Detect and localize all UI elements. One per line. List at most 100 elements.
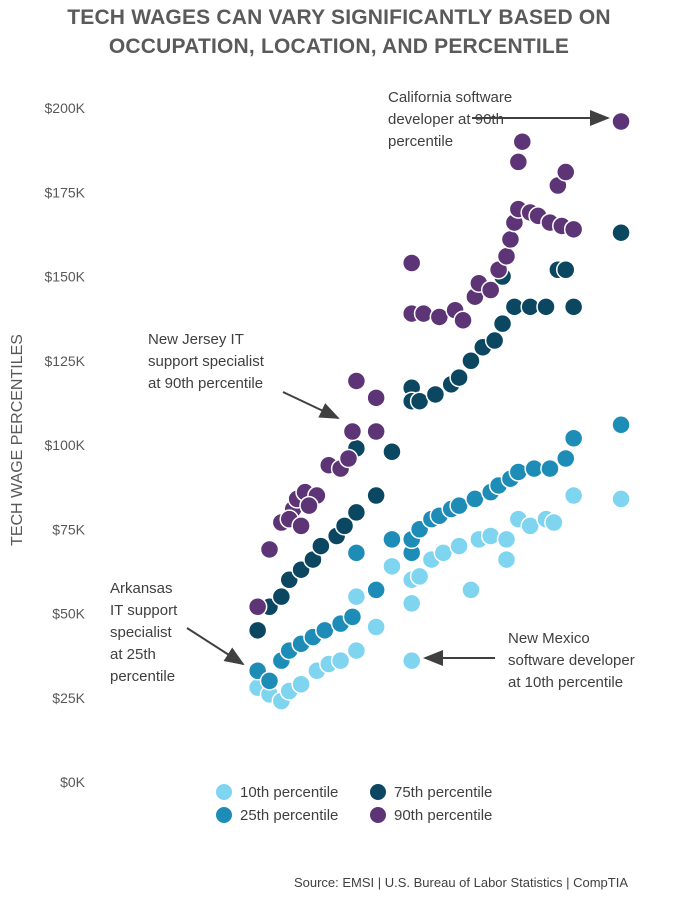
data-point-90th xyxy=(508,152,529,172)
data-point-90th xyxy=(480,280,501,300)
annotation-text: percentile xyxy=(388,133,453,150)
data-point-10th xyxy=(330,650,351,671)
annotation-text: IT support xyxy=(110,602,178,619)
data-point-75th xyxy=(536,297,556,317)
data-point-25th xyxy=(346,543,367,563)
data-point-25th xyxy=(556,448,576,469)
annotation-text: at 25th xyxy=(110,646,156,663)
data-point-25th xyxy=(563,428,584,449)
data-point-25th xyxy=(611,415,631,435)
data-point-90th xyxy=(512,131,533,152)
y-tick-label: $175K xyxy=(45,184,86,200)
annotation-text: at 10th percentile xyxy=(508,674,623,691)
annotation-arrow-arkansas xyxy=(186,627,245,666)
data-point-90th xyxy=(556,162,576,182)
data-point-10th xyxy=(449,536,469,556)
y-tick-label: $125K xyxy=(45,353,86,369)
data-point-75th xyxy=(484,330,505,351)
data-point-10th xyxy=(544,512,564,533)
annotation-text: New Jersey IT xyxy=(148,331,244,348)
data-point-75th xyxy=(311,536,331,556)
data-point-10th xyxy=(346,640,367,661)
chart-title-line-2: OCCUPATION, LOCATION, AND PERCENTILE xyxy=(108,35,570,58)
annotation-text: percentile xyxy=(110,668,175,685)
data-point-10th xyxy=(496,529,517,550)
data-point-25th xyxy=(366,580,386,600)
data-point-25th xyxy=(382,529,402,550)
data-point-75th xyxy=(461,351,481,371)
data-point-25th xyxy=(540,458,560,479)
legend-marker xyxy=(216,784,232,800)
annotation-text: developer at 90th xyxy=(388,111,504,128)
data-point-90th xyxy=(366,421,386,442)
data-point-90th xyxy=(291,516,311,536)
data-point-10th xyxy=(563,485,584,506)
annotation-text: specialist xyxy=(110,624,173,641)
annotation-text: at 90th percentile xyxy=(148,375,263,392)
y-tick-label: $50K xyxy=(52,606,85,622)
legend-marker xyxy=(370,807,386,823)
data-point-75th xyxy=(556,260,576,280)
data-point-90th xyxy=(401,253,422,273)
data-point-10th xyxy=(401,593,422,614)
data-point-90th xyxy=(496,246,517,267)
data-point-75th xyxy=(492,313,513,334)
y-tick-label: $75K xyxy=(52,521,85,537)
data-point-90th xyxy=(338,448,359,469)
y-axis-title: TECH WAGE PERCENTILES xyxy=(9,334,26,546)
y-tick-label: $200K xyxy=(45,100,86,116)
data-point-10th xyxy=(496,549,517,570)
data-point-90th xyxy=(299,495,319,516)
data-point-10th xyxy=(401,650,422,671)
data-point-75th xyxy=(346,502,367,523)
data-point-75th xyxy=(382,441,402,462)
data-point-75th xyxy=(563,297,584,317)
data-point-25th xyxy=(342,607,363,627)
data-point-90th xyxy=(500,229,521,250)
y-tick-label: $0K xyxy=(60,774,86,790)
data-point-75th xyxy=(247,620,268,641)
data-point-10th xyxy=(366,617,386,637)
annotation-arrow-new-jersey xyxy=(282,391,340,419)
data-point-75th xyxy=(611,222,631,243)
data-point-10th xyxy=(611,489,631,509)
y-tick-label: $25K xyxy=(52,690,85,706)
data-point-10th xyxy=(480,526,501,546)
legend-label: 10th percentile xyxy=(240,784,338,801)
data-point-75th xyxy=(334,516,355,536)
annotation-text: New Mexico xyxy=(508,630,590,647)
annotation-text: California software xyxy=(388,89,512,106)
annotation-text: support specialist xyxy=(148,353,265,370)
annotation-text: software developer xyxy=(508,652,635,669)
data-point-90th xyxy=(453,310,473,331)
data-point-90th xyxy=(366,388,386,408)
data-point-25th xyxy=(259,671,280,691)
data-point-90th xyxy=(346,371,367,391)
data-point-75th xyxy=(425,384,446,405)
legend-label: 25th percentile xyxy=(240,807,338,824)
data-point-90th xyxy=(563,219,584,240)
data-point-90th xyxy=(413,303,434,324)
data-point-10th xyxy=(382,556,402,577)
data-point-10th xyxy=(409,566,430,587)
y-tick-label: $150K xyxy=(45,269,86,285)
data-point-10th xyxy=(461,580,481,600)
data-point-75th xyxy=(271,586,292,607)
legend-marker xyxy=(370,784,386,800)
annotation-text: Arkansas xyxy=(110,580,173,597)
data-point-90th xyxy=(247,597,268,617)
data-point-10th xyxy=(291,674,311,695)
legend-label: 75th percentile xyxy=(394,784,492,801)
legend-label: 90th percentile xyxy=(394,807,492,824)
legend-marker xyxy=(216,807,232,823)
data-point-90th xyxy=(259,539,280,560)
data-point-75th xyxy=(366,485,386,506)
data-point-90th xyxy=(342,421,363,442)
source-note: Source: EMSI | U.S. Bureau of Labor Stat… xyxy=(293,875,628,890)
data-point-25th xyxy=(508,462,529,482)
data-point-75th xyxy=(449,367,469,388)
data-point-90th xyxy=(611,111,631,132)
data-point-10th xyxy=(346,586,367,607)
